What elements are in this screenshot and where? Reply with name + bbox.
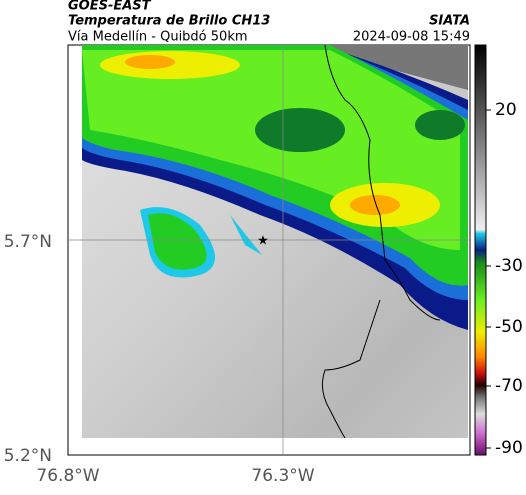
- colorbar: [474, 44, 487, 456]
- org: SIATA: [429, 14, 470, 29]
- colorbar-tick-label: -50: [495, 317, 523, 337]
- product: Temperatura de Brillo CH13: [68, 14, 270, 29]
- colorbar-tick-label: 20: [495, 100, 517, 120]
- colorbar-ticks: 20 -30 -50 -70 -90: [486, 100, 523, 458]
- colorbar-tick-label: -90: [495, 438, 523, 458]
- route: Vía Medellín - Quibdó 50km: [68, 30, 248, 45]
- y-tick-label: 5.7°N: [4, 232, 52, 252]
- x-tick-label: 76.3°W: [251, 466, 314, 486]
- y-tick-label: 5.2°N: [4, 446, 52, 466]
- colorbar-tick-label: -30: [495, 256, 523, 276]
- satellite-image: [82, 45, 468, 438]
- agency: GOES-EAST: [68, 0, 152, 14]
- datetime: 2024-09-08 15:49: [353, 30, 470, 45]
- location-marker: ★: [257, 234, 269, 249]
- x-tick-label: 76.8°W: [36, 466, 99, 486]
- colorbar-tick-label: -70: [495, 376, 523, 396]
